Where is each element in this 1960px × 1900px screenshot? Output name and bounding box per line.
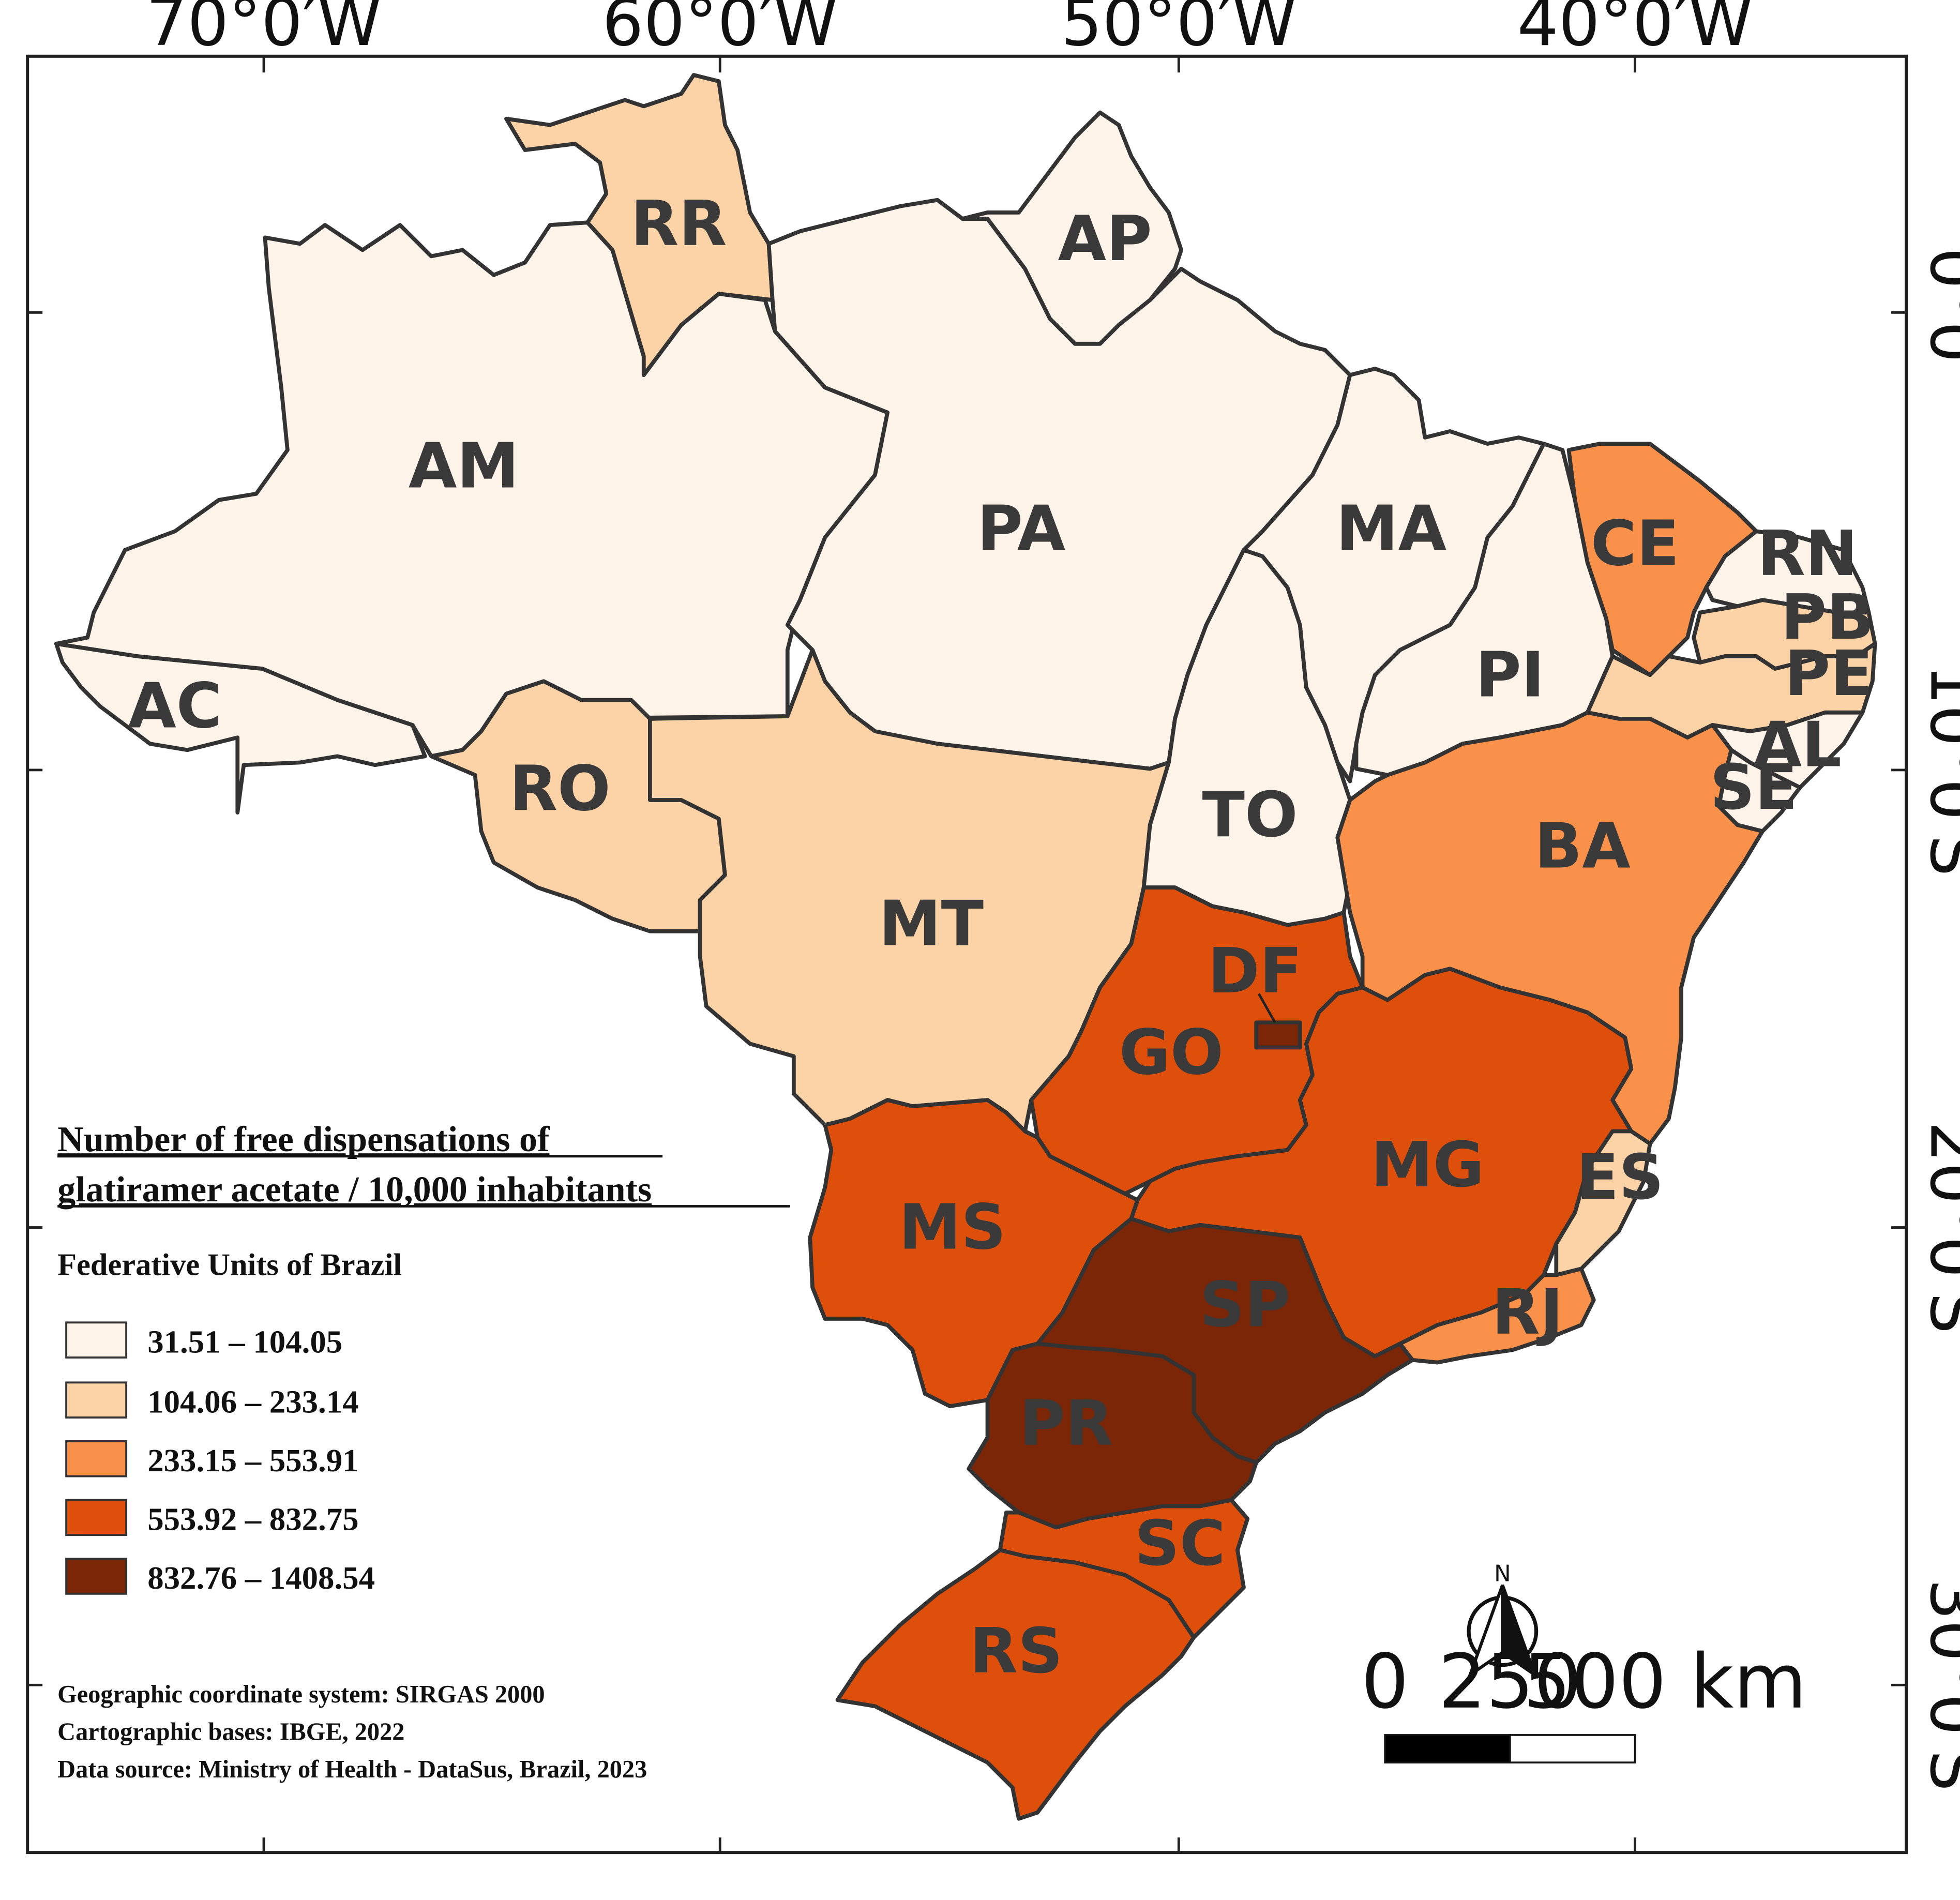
scale-tick-500: 500 km bbox=[1523, 1638, 1806, 1726]
state-ce[interactable] bbox=[1566, 442, 1758, 677]
scale-segment-black bbox=[1384, 1734, 1511, 1763]
state-rr[interactable] bbox=[504, 73, 775, 378]
note-coordinate-system: Geographic coordinate system: SIRGAS 200… bbox=[57, 1681, 545, 1708]
legend-swatch-1 bbox=[65, 1321, 128, 1359]
label-am: AM bbox=[409, 430, 519, 503]
scale-tick-250: 250 bbox=[1438, 1638, 1581, 1726]
label-pi: PI bbox=[1475, 638, 1545, 711]
label-ap: AP bbox=[1058, 202, 1152, 275]
legend-title-line2: glatiramer acetate / 10,000 inhabitants bbox=[57, 1170, 652, 1210]
graticule-ticks bbox=[27, 56, 1907, 1853]
lon-label-50w: 50°0′W bbox=[1061, 0, 1297, 61]
state-ap[interactable] bbox=[960, 110, 1184, 346]
df-leader-line bbox=[1257, 993, 1276, 1023]
lat-label-20s: 20°0′S bbox=[1916, 1121, 1960, 1334]
scale-segment-white bbox=[1509, 1734, 1636, 1763]
label-pe: PE bbox=[1785, 637, 1873, 710]
label-mt: MT bbox=[879, 887, 984, 960]
legend-swatch-5 bbox=[65, 1558, 128, 1595]
lon-label-70w: 70°0′W bbox=[146, 0, 381, 61]
label-rn: RN bbox=[1757, 517, 1858, 590]
label-go: GO bbox=[1119, 1016, 1224, 1089]
label-se: SE bbox=[1710, 751, 1798, 824]
label-rr: RR bbox=[630, 187, 727, 260]
legend-subtitle: Federative Units of Brazil bbox=[57, 1247, 402, 1282]
state-rs[interactable] bbox=[835, 1548, 1196, 1821]
label-es: ES bbox=[1576, 1141, 1664, 1214]
scale-tick-0: 0 bbox=[1361, 1638, 1409, 1726]
north-arrow-icon: N bbox=[1467, 1561, 1539, 1679]
label-ma: MA bbox=[1336, 492, 1446, 565]
north-label: N bbox=[1494, 1561, 1511, 1587]
legend-swatch-2 bbox=[65, 1381, 128, 1419]
lat-label-30s: 30°0′S bbox=[1916, 1579, 1960, 1791]
legend-title-line1: Number of free dispensations of bbox=[57, 1120, 550, 1159]
lon-label-60w: 60°0′W bbox=[602, 0, 838, 61]
lat-label-10s: 10°0′S bbox=[1916, 664, 1960, 876]
note-cartographic-bases: Cartographic bases: IBGE, 2022 bbox=[57, 1718, 404, 1746]
legend-label-2: 104.06 – 233.14 bbox=[147, 1383, 358, 1420]
label-ms: MS bbox=[899, 1191, 1006, 1264]
legend-swatch-4 bbox=[65, 1499, 128, 1536]
label-pb: PB bbox=[1781, 581, 1874, 654]
legend-label-1: 31.51 – 104.05 bbox=[147, 1323, 342, 1360]
label-ba: BA bbox=[1534, 809, 1631, 882]
legend: Number of free dispensations of glatiram… bbox=[57, 1120, 790, 1596]
label-al: AL bbox=[1754, 708, 1842, 781]
label-to: TO bbox=[1202, 778, 1298, 851]
state-labels: AC AM RR RO PA AP MT TO MA PI CE RN PB P… bbox=[128, 187, 1874, 1687]
scale-bar: 0 250 500 km bbox=[1361, 1638, 1807, 1763]
label-pr: PR bbox=[1019, 1387, 1113, 1460]
legend-swatch-3 bbox=[65, 1440, 128, 1477]
label-ro: RO bbox=[509, 752, 611, 825]
state-df[interactable] bbox=[1254, 1020, 1302, 1050]
legend-label-4: 553.92 – 832.75 bbox=[147, 1501, 358, 1537]
label-rj: RJ bbox=[1492, 1276, 1563, 1349]
label-sp: SP bbox=[1200, 1269, 1291, 1341]
label-ac: AC bbox=[128, 670, 222, 743]
legend-label-3: 233.15 – 553.91 bbox=[147, 1442, 358, 1479]
lon-label-40w: 40°0′W bbox=[1517, 0, 1753, 61]
legend-label-5: 832.76 – 1408.54 bbox=[147, 1560, 375, 1596]
states-layer bbox=[54, 73, 1877, 1821]
label-df: DF bbox=[1208, 934, 1302, 1007]
label-rs: RS bbox=[970, 1615, 1063, 1687]
map-notes: Geographic coordinate system: SIRGAS 200… bbox=[57, 1681, 647, 1783]
state-es[interactable] bbox=[1554, 1129, 1652, 1277]
label-mg: MG bbox=[1371, 1128, 1484, 1201]
lat-label-0: 0°0′ bbox=[1916, 248, 1960, 378]
label-sc: SC bbox=[1135, 1507, 1226, 1580]
label-pa: PA bbox=[977, 492, 1065, 565]
state-rj[interactable] bbox=[1398, 1266, 1596, 1365]
label-ce: CE bbox=[1591, 507, 1679, 580]
note-data-source: Data source: Ministry of Health - DataSu… bbox=[57, 1756, 647, 1783]
